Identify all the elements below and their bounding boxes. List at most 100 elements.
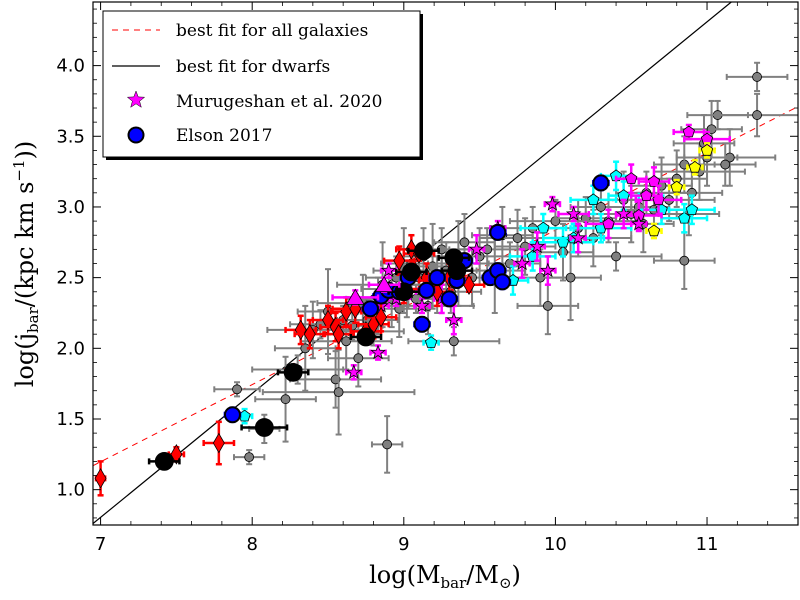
x-tick-label: 11 [696, 534, 719, 555]
legend-label-all-galaxies: best fit for all galaxies [176, 21, 368, 41]
data-point [611, 251, 621, 262]
data-point [679, 255, 690, 266]
data-point [414, 241, 433, 261]
legend: best fit for all galaxies best fit for d… [102, 10, 423, 160]
y-label-end: )) [11, 141, 39, 160]
y-axis-label: log(jbar/(kpc km s−1)) [10, 141, 42, 388]
data-point [493, 273, 511, 291]
data-point [596, 202, 606, 212]
data-point [333, 387, 344, 398]
data-point-diamond [212, 432, 225, 454]
data-point-star [414, 297, 430, 313]
data-point-pentagon [682, 125, 695, 138]
x-axis-label: log(Mbar/M⊙) [369, 561, 521, 592]
x-label-end: ) [512, 561, 521, 589]
data-point [413, 315, 431, 333]
data-point [223, 406, 241, 424]
x-tick-label: 8 [246, 534, 257, 555]
y-tick-label: 1.0 [56, 480, 85, 501]
axes-layer: 7 8 9 10 11 1.0 1.5 2.0 2.5 3.0 3.5 4.0 [56, 2, 799, 555]
y-tick-label: 3.0 [56, 197, 85, 218]
data-point-diamond [322, 309, 334, 331]
x-label-main: log(M [369, 561, 440, 589]
data-layer [93, 2, 798, 525]
x-tick-label: 7 [95, 534, 106, 555]
data-point-star [544, 195, 561, 211]
y-tick-label: 4.0 [56, 56, 85, 77]
x-label-sub: bar [441, 574, 468, 592]
data-point-pentagon [647, 175, 661, 187]
data-point [428, 269, 446, 287]
y-tick-label: 1.5 [56, 409, 85, 430]
data-point-star [631, 215, 647, 231]
data-point [440, 290, 458, 308]
x-tick-label: 10 [544, 534, 567, 555]
series-cyan-pentagons [235, 160, 716, 425]
y-label-sup: −1 [10, 159, 28, 181]
data-point [542, 301, 553, 311]
y-tick-label: 2.5 [56, 268, 85, 289]
data-point-star [565, 205, 582, 221]
legend-circle-marker [127, 126, 145, 144]
data-point [592, 174, 610, 192]
data-point-pentagon [678, 211, 691, 224]
data-point-pentagon [640, 189, 653, 201]
data-point-diamond [332, 323, 345, 345]
data-point [720, 159, 731, 170]
data-point-pentagon [587, 193, 600, 206]
data-point-pentagon [700, 143, 714, 156]
data-point-star [345, 364, 362, 379]
data-point [418, 281, 436, 299]
data-point [401, 262, 421, 282]
data-point [512, 233, 523, 243]
y-label-mid: /(kpc km s [11, 182, 39, 308]
data-point-pentagon [688, 160, 702, 173]
data-point [154, 451, 174, 471]
data-point [447, 261, 467, 280]
data-point [489, 223, 507, 241]
data-point [361, 300, 379, 318]
data-point-pentagon [537, 221, 550, 234]
data-point-star [514, 255, 530, 271]
data-point [356, 327, 376, 347]
data-point [244, 452, 255, 463]
data-point-pentagon [424, 336, 438, 348]
series-yellow-pentagons [645, 142, 716, 240]
data-point [283, 362, 303, 382]
series-magenta-triangles [331, 275, 401, 306]
y-tick-label: 3.5 [56, 126, 85, 147]
series-black-circles [147, 241, 474, 471]
series-magenta-pentagons [584, 123, 732, 240]
data-point-star [370, 344, 386, 360]
legend-box [102, 10, 421, 158]
x-label-sub2: ⊙ [499, 574, 512, 592]
data-point [565, 272, 576, 283]
data-point-pentagon [685, 203, 699, 216]
data-point-diamond [303, 323, 316, 345]
data-point-pentagon [625, 172, 638, 184]
data-point [254, 418, 274, 437]
data-point-star [446, 311, 462, 327]
data-point [341, 336, 352, 347]
data-point [232, 384, 242, 395]
data-point-star [380, 262, 397, 278]
y-label-main: log(j [11, 333, 39, 387]
legend-label-dwarfs: best fit for dwarfs [176, 57, 330, 77]
legend-star-marker [126, 90, 146, 108]
data-point-star [468, 241, 485, 256]
legend-label-elson: Elson 2017 [176, 126, 272, 146]
data-point [459, 237, 470, 248]
x-label-mid: /M [466, 561, 499, 589]
data-point [752, 72, 762, 82]
data-point-star [540, 262, 556, 278]
data-point-triangle [374, 275, 394, 293]
x-tick-label: 9 [398, 534, 409, 555]
data-point-diamond [375, 306, 388, 328]
data-point-pentagon [647, 224, 661, 237]
data-point [448, 336, 459, 347]
data-point-diamond [393, 250, 406, 271]
y-label-sub: bar [24, 306, 42, 333]
data-point [280, 394, 291, 405]
data-point-pentagon [602, 217, 615, 230]
